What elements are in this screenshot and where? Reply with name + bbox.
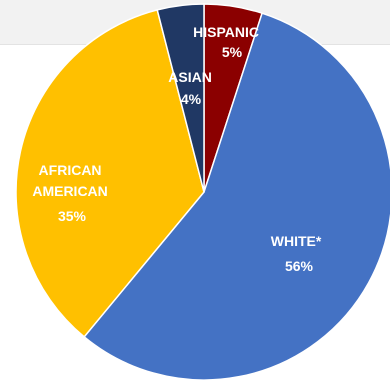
slice-label-asian: ASIAN 4% — [168, 69, 215, 107]
pie-slice-african-american — [15, 8, 205, 338]
slice-label-african-american-line1: AFRICAN — [39, 162, 102, 178]
slice-label-african-american-line2: AMERICAN — [32, 183, 107, 199]
pie-slice-white — [83, 12, 390, 381]
pie-labels: HISPANIC 5% ASIAN 4% AFRICAN AMERICAN 35… — [32, 24, 325, 274]
pie-slice-asian — [156, 3, 205, 193]
slice-label-white-name: WHITE* — [271, 233, 322, 249]
slice-label-hispanic: HISPANIC 5% — [193, 24, 263, 60]
slice-label-white: WHITE* 56% — [271, 233, 325, 274]
slice-label-asian-value: 4% — [181, 91, 202, 107]
slice-label-hispanic-value: 5% — [222, 44, 243, 60]
slice-label-african-american-value: 35% — [58, 208, 87, 224]
slice-label-african-american: AFRICAN AMERICAN 35% — [32, 162, 111, 224]
slice-label-white-value: 56% — [285, 258, 314, 274]
slice-label-hispanic-name: HISPANIC — [193, 24, 259, 40]
pie-slices — [15, 3, 390, 381]
slice-label-asian-name: ASIAN — [168, 69, 212, 85]
